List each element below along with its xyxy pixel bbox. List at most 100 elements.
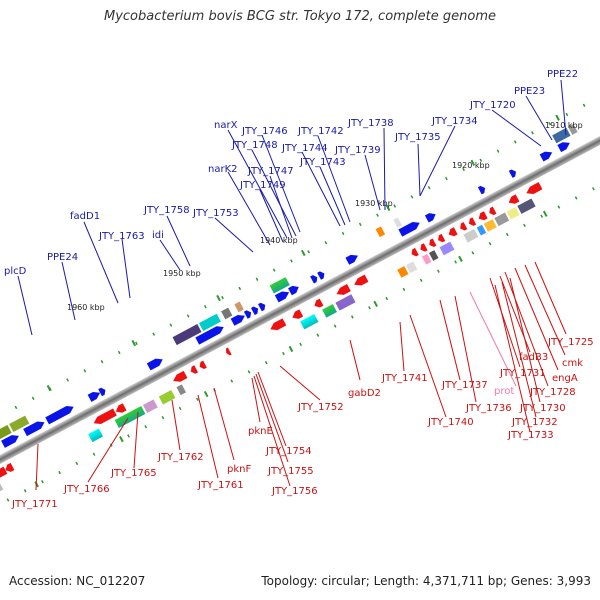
tick-dot [548,121,552,126]
gene-box [421,253,432,265]
forward-gene-arrow [477,185,486,195]
gene-label: JTY_1743 [299,157,346,168]
gene-label: prot [494,386,514,397]
gene-label: JTY_1734 [431,116,478,127]
gene-label: fadD1 [70,211,100,222]
kbp-label: 1930 kbp [355,199,393,208]
gene-box [142,399,158,413]
tick-dot [488,242,492,246]
tick-dot [471,251,475,255]
gene-label: JTY_1741 [381,373,428,384]
forward-gene-arrow [557,142,570,153]
kbp-label: 1950 kbp [163,269,201,278]
tick-dot [255,277,259,281]
gene-label: JTY_1738 [347,118,394,129]
tick-dot [127,434,130,438]
forward-gene-arrow [539,151,553,162]
gene-label: narK2 [208,164,238,175]
tick-dot [100,359,104,364]
topology-text: Topology: circular; Length: 4,371,711 bp… [261,574,591,588]
gene-box [517,198,536,214]
gene-label: JTY_1771 [11,499,58,510]
forward-gene-arrow [23,421,45,437]
gene-box [269,277,290,294]
tick-dot [496,149,500,153]
gene-box [476,224,487,236]
reverse-gene-arrow [93,408,117,424]
tick-dot [169,323,173,327]
reverse-gene-arrow [314,298,324,308]
reverse-gene-arrow [526,182,543,194]
kbp-label: 1960 kbp [67,303,105,312]
reverse-gene-arrow [420,243,428,252]
forward-gene-arrow [87,391,101,402]
tick-dot [299,342,303,347]
reverse-gene-arrow [226,347,232,356]
tick-dot [203,305,207,309]
tick-dot [445,176,448,181]
reverse-gene-arrow [411,247,419,257]
gene-label: JTY_1747 [247,166,294,177]
kbp-labels: 1910 kbp 1920 kbp 1930 kbp 1940 kbp 1950… [67,121,583,312]
tick-dot [83,369,87,373]
gene-label: JTY_1756 [271,486,318,497]
tick-dot [144,425,148,429]
tick-dot [31,396,35,400]
gene-label: JTY_1733 [507,430,554,441]
gene-label: JTY_1736 [465,403,512,414]
tick-dot [58,470,61,475]
kbp-tick [555,114,560,121]
gene-label: JTY_1752 [297,402,344,413]
kbp-tick [458,255,463,262]
prot-leader-line [469,291,517,387]
tick-dot [540,214,544,218]
gene-label: JTY_1765 [110,468,157,479]
gene-label: JTY_1753 [192,208,239,219]
tick-dot [316,333,320,337]
kbp-tick [470,159,476,166]
tick-dot [385,296,389,301]
gene-box [375,226,386,238]
tick-dot [238,286,242,291]
tick-dot [410,195,414,199]
gene-label: narX [214,120,238,131]
tick-dot [479,158,483,162]
forward-leader-lines [17,79,567,336]
accession-text: Accession: NC_012207 [9,574,146,588]
tick-dot [531,131,534,135]
forward-gene-arrow [1,435,19,448]
tick-dot [221,295,224,300]
gene-label: plcD [4,266,27,277]
tick-dot [66,378,69,382]
genome-backbone [0,118,600,482]
forward-gene-arrow [45,406,74,425]
gene-label: pknE [248,426,273,437]
tick-dot [333,324,337,328]
tick-dot [290,259,293,263]
gene-label: JTY_1744 [281,143,328,154]
gene-label: JTY_1735 [394,132,441,143]
reverse-gene-arrow [468,217,477,226]
gene-box [9,415,30,432]
reverse-gene-arrow [115,403,127,413]
tick-dot [6,498,10,502]
tick-dot [368,306,371,310]
reverse-gene-arrow [199,360,207,370]
forward-gene-arrow [146,358,163,371]
reverse-gene-arrow [292,309,304,319]
tick-dot [307,250,311,254]
gene-label: JTY_1748 [231,140,278,151]
reverse-gene-arrow [429,238,437,247]
gene-label: JTY_1720 [469,100,516,111]
tick-dot [178,406,182,411]
gene-label: pknF [227,464,251,475]
gene-label: cmk [562,358,583,369]
reverse-gene-arrow [336,284,351,295]
gene-label: JTY_1758 [143,205,190,216]
gene-label: JTY_1749 [239,180,286,191]
tick-dot [264,361,268,365]
kbp-label: 1940 kbp [260,236,298,245]
kbp-label: 1910 kbp [545,121,583,130]
tick-dot [75,461,79,466]
